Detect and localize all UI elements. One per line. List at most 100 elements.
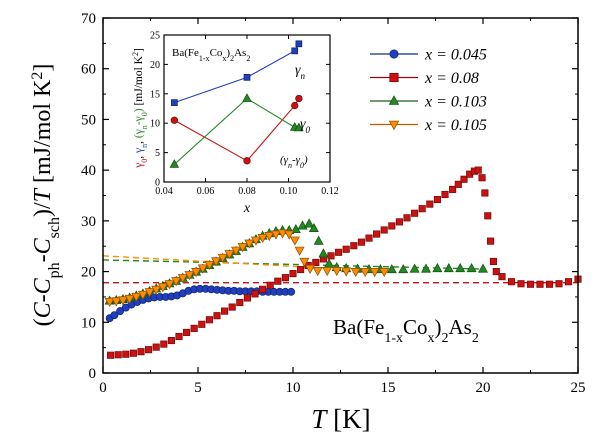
inset-label-gamma-0: γ0 xyxy=(300,117,311,135)
inset-data-point xyxy=(169,159,180,168)
data-point xyxy=(342,245,350,253)
inset-x-axis-label: x xyxy=(243,201,251,216)
compound-formula: Ba(Fe1-xCox)2As2 xyxy=(333,315,479,346)
legend-entry-label: x = 0.045 xyxy=(424,47,487,64)
data-point xyxy=(478,174,486,182)
data-point xyxy=(224,250,235,260)
data-point xyxy=(388,222,396,230)
data-point xyxy=(398,264,409,274)
inset-x-tick-label: 0.10 xyxy=(280,186,298,197)
data-point xyxy=(350,268,361,278)
inset-y-tick-label: 25 xyxy=(150,31,160,42)
y-tick-label: 70 xyxy=(81,11,96,27)
inset-series-circle xyxy=(170,94,303,165)
y-tick-label: 30 xyxy=(81,214,96,230)
legend: x = 0.045 x = 0.08 x = 0.103 x = 0.105 xyxy=(370,47,487,134)
data-point xyxy=(287,287,296,296)
x-tick-label: 5 xyxy=(194,380,202,396)
data-point xyxy=(251,290,259,298)
data-point xyxy=(281,274,289,282)
data-point xyxy=(517,280,525,288)
data-point xyxy=(312,267,323,277)
y-tick-label: 40 xyxy=(81,163,96,179)
y-tick-label: 10 xyxy=(81,315,96,331)
data-point xyxy=(386,264,397,274)
data-point xyxy=(432,263,443,273)
inset-data-point xyxy=(294,122,304,132)
data-point xyxy=(313,235,324,245)
data-point xyxy=(289,236,300,246)
series-circle xyxy=(105,284,296,323)
data-point xyxy=(289,270,297,278)
data-point xyxy=(365,234,373,242)
inset-series-line xyxy=(174,43,300,104)
data-point xyxy=(426,200,434,208)
data-point xyxy=(171,277,182,287)
inset-y-tick-label: 15 xyxy=(150,89,160,100)
inset-y-tick-label: 5 xyxy=(155,148,160,159)
data-point xyxy=(441,190,449,199)
data-point xyxy=(443,263,454,273)
data-point xyxy=(304,218,315,228)
inset-x-tick-label: 0.04 xyxy=(155,186,173,197)
data-point xyxy=(104,297,115,308)
data-point xyxy=(145,346,153,354)
data-point xyxy=(257,234,268,244)
data-point xyxy=(243,294,251,302)
data-point xyxy=(545,280,554,288)
data-point xyxy=(175,332,183,341)
data-point xyxy=(277,229,288,239)
inset-data-point xyxy=(242,93,252,102)
series-square xyxy=(107,166,582,359)
data-point xyxy=(122,350,130,358)
inset-data-point xyxy=(243,73,251,81)
legend-marker xyxy=(389,72,399,83)
data-point xyxy=(487,237,495,245)
data-point xyxy=(205,316,213,324)
data-point xyxy=(259,285,267,293)
data-point xyxy=(184,271,195,281)
legend-marker xyxy=(388,120,400,131)
data-point xyxy=(308,222,319,233)
inset-y-axis-label: γ0, γn, (γn-γ0) [mJ/mol K2] xyxy=(131,48,149,169)
inset-series-triangle-up xyxy=(169,93,304,168)
data-point xyxy=(507,278,516,286)
data-point xyxy=(152,343,160,351)
data-point xyxy=(144,288,155,298)
data-point xyxy=(460,175,468,183)
data-point xyxy=(481,189,489,197)
x-tick-label: 0 xyxy=(99,380,107,396)
data-point xyxy=(213,312,221,320)
data-point xyxy=(357,238,365,246)
x-tick-label: 10 xyxy=(286,380,301,396)
legend-entry-label: x = 0.103 xyxy=(424,94,487,111)
data-point xyxy=(237,243,248,253)
data-point xyxy=(331,267,342,277)
main-series-group xyxy=(104,166,582,359)
data-point xyxy=(129,349,137,357)
inset-series-group xyxy=(169,40,304,168)
legend-entry-label: x = 0.105 xyxy=(424,117,487,134)
inset-data-point xyxy=(295,40,303,48)
data-point xyxy=(421,263,431,273)
inset-x-tick-label: 0.08 xyxy=(238,186,256,197)
data-point xyxy=(284,230,295,240)
data-point xyxy=(191,268,202,278)
inset-x-tick-label: 0.06 xyxy=(197,186,215,197)
data-point xyxy=(395,218,403,226)
dashed-fit-line xyxy=(102,255,389,273)
data-point xyxy=(350,242,358,250)
y-tick-label: 50 xyxy=(81,112,96,128)
data-point xyxy=(379,268,390,278)
data-point xyxy=(305,264,316,275)
inset-data-point xyxy=(243,157,251,165)
data-point xyxy=(164,280,175,290)
data-point xyxy=(489,257,498,265)
data-point xyxy=(204,260,215,270)
inset-axis-ticks: 0.04 0.06 0.08 0.10 0.12 0 5 10 15 20 25 xyxy=(150,31,339,198)
dashed-fit-line xyxy=(102,259,484,270)
data-point xyxy=(228,303,236,311)
y-tick-label: 20 xyxy=(81,265,96,281)
data-point xyxy=(555,280,563,288)
